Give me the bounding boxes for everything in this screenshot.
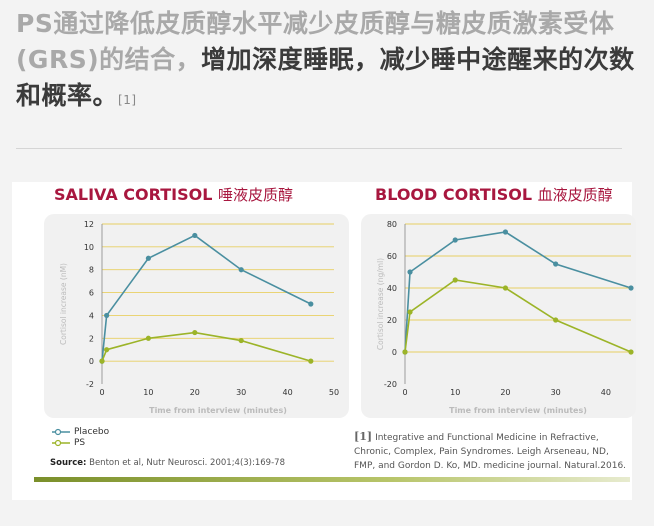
saliva-x-axis-title: Time from interview (minutes)	[149, 406, 287, 415]
saliva-placebo-line	[101, 234, 312, 362]
blood-xtick-label: 30	[551, 388, 561, 397]
saliva-chart-svg: -2 0 2 4 6 8 10 12 0 10 20 30 40 50 Time from intervie…	[59, 220, 339, 415]
saliva-placebo-point	[192, 232, 198, 239]
blood-chart-title: BLOOD CORTISOL 血液皮质醇	[375, 184, 613, 205]
blood-xtick-label: 0	[402, 388, 407, 397]
saliva-ytick-label: 12	[84, 220, 94, 229]
saliva-placebo-point	[238, 267, 244, 273]
figure-card: SALIVA CORTISOL 唾液皮质醇 BLOOD CORTISOL 血液皮…	[12, 182, 636, 500]
saliva-ps-point	[145, 335, 151, 341]
blood-ps-point	[402, 349, 408, 355]
saliva-ps-line	[101, 331, 312, 362]
blood-y-axis-title: Cortisol increase (ng/ml)	[376, 258, 385, 350]
blood-ps-point	[502, 285, 509, 291]
saliva-placebo-point	[308, 301, 314, 307]
legend-ps-swatch	[52, 439, 70, 446]
blood-placebo-point	[407, 269, 413, 275]
headline-part1: PS通过降低皮质醇水平减少皮质醇与糖皮质激素受体(GRS)的结合，	[16, 9, 615, 74]
blood-ps-point	[407, 309, 413, 315]
source-line: Source: Benton et al, Nutr Neurosci. 200…	[50, 458, 285, 468]
saliva-placebo-point	[145, 255, 151, 261]
source-label: Source:	[50, 458, 87, 468]
headline-ref-mark: [1]	[118, 93, 137, 107]
blood-x-axis-title: Time from interview (minutes)	[449, 406, 587, 415]
saliva-xtick-label: 0	[99, 388, 104, 397]
reference-text: Integrative and Functional Medicine in R…	[354, 433, 627, 471]
blood-ytick-label: 60	[387, 252, 397, 261]
blood-panel: -20 0 20 40 60 80 0 10 20 30 40 Time from interview…	[361, 214, 636, 418]
bottom-accent-bar	[34, 477, 630, 482]
saliva-xtick-label: 20	[190, 388, 200, 397]
saliva-title-en: SALIVA CORTISOL	[54, 185, 213, 204]
headline: PS通过降低皮质醇水平减少皮质醇与糖皮质激素受体(GRS)的结合，增加深度睡眠，…	[16, 6, 644, 114]
blood-ps-point	[553, 317, 559, 323]
blood-ps-point	[452, 277, 458, 283]
saliva-ps-point	[104, 347, 110, 353]
legend: Placebo PS	[52, 426, 109, 448]
saliva-ps-point	[99, 358, 105, 364]
divider	[16, 148, 622, 149]
blood-chart-svg: -20 0 20 40 60 80 0 10 20 30 40 Time from interview…	[376, 220, 634, 415]
source-text: Benton et al, Nutr Neurosci. 2001;4(3):1…	[89, 458, 285, 468]
saliva-xtick-label: 50	[329, 388, 339, 397]
saliva-ytick-label: 0	[89, 357, 94, 366]
headline-emphasis: 增加深度睡眠，减少睡中途醒来的次数和概率。	[16, 45, 635, 110]
saliva-chart-title: SALIVA CORTISOL 唾液皮质醇	[54, 184, 293, 205]
saliva-ytick-label: 10	[84, 243, 94, 252]
saliva-xtick-label: 30	[236, 388, 246, 397]
blood-xtick-label: 10	[450, 388, 460, 397]
saliva-ps-point	[308, 358, 314, 364]
saliva-ps-point	[238, 337, 244, 344]
saliva-ytick-label: 4	[89, 311, 94, 320]
legend-item-placebo: Placebo	[52, 426, 109, 437]
blood-ytick-label: 40	[387, 284, 397, 293]
blood-xtick-label: 20	[500, 388, 510, 397]
saliva-ps-point	[192, 329, 198, 336]
blood-ytick-label: -20	[384, 380, 397, 389]
blood-ps-point	[628, 349, 634, 355]
saliva-ytick-label: -2	[86, 380, 94, 389]
blood-placebo-point	[553, 261, 559, 267]
blood-ytick-label: 0	[392, 348, 397, 357]
saliva-ytick-label: 2	[89, 334, 94, 343]
saliva-placebo-point	[104, 312, 110, 319]
saliva-ytick-label: 8	[89, 266, 94, 275]
legend-ps-label: PS	[74, 437, 86, 448]
reference-mark: [1]	[354, 430, 373, 443]
saliva-title-cn: 唾液皮质醇	[218, 186, 294, 204]
blood-ps-line	[404, 279, 632, 353]
saliva-panel: -2 0 2 4 6 8 10 12 0 10 20 30 40 50 Time from intervie…	[44, 214, 349, 418]
blood-ytick-label: 80	[387, 220, 397, 229]
blood-ytick-label: 20	[387, 316, 397, 325]
blood-placebo-point	[502, 229, 509, 235]
reference-note: [1] Integrative and Functional Medicine i…	[354, 430, 632, 473]
saliva-xtick-label: 40	[283, 388, 293, 397]
saliva-ytick-label: 6	[89, 289, 94, 298]
blood-placebo-line	[404, 231, 632, 353]
legend-placebo-swatch	[52, 428, 70, 435]
legend-item-ps: PS	[52, 437, 109, 448]
blood-title-en: BLOOD CORTISOL	[375, 185, 533, 204]
blood-placebo-point	[628, 285, 634, 291]
blood-title-cn: 血液皮质醇	[537, 186, 613, 204]
blood-placebo-point	[452, 237, 458, 243]
saliva-xtick-label: 10	[143, 388, 153, 397]
saliva-y-axis-title: Cortisol increase (nM)	[59, 263, 68, 345]
legend-placebo-label: Placebo	[74, 426, 110, 437]
blood-xtick-label: 40	[601, 388, 611, 397]
